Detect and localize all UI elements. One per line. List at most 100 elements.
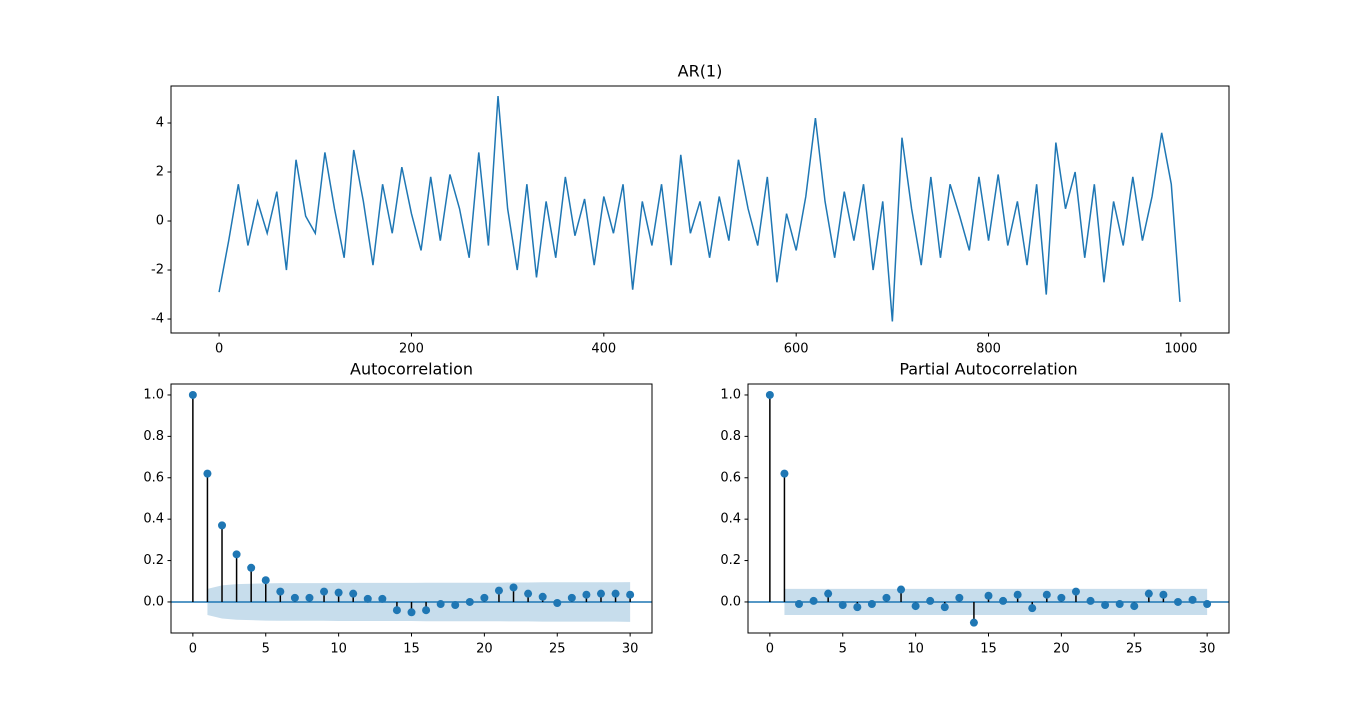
x-tick-label: 600 (784, 342, 809, 357)
stem-marker (897, 585, 906, 594)
y-tick-label: 0.8 (143, 429, 164, 444)
y-tick-label: 0.6 (143, 470, 164, 485)
x-tick-label: 15 (980, 642, 997, 657)
stem-marker (984, 591, 993, 600)
stem-marker (494, 586, 503, 595)
y-tick-label: 0.6 (720, 470, 741, 485)
stem-marker (334, 588, 343, 597)
stem-marker (232, 550, 241, 559)
x-tick-label: 20 (476, 642, 493, 657)
y-tick-label: 0.4 (143, 512, 164, 527)
axes-frame (170, 85, 1230, 334)
axes-frame (747, 383, 1230, 634)
stem-marker (1101, 601, 1110, 610)
y-tick-label: -4 (151, 312, 164, 327)
x-tick-label: 0 (766, 642, 774, 657)
stem-marker (218, 521, 227, 530)
stem-marker (290, 593, 299, 602)
x-tick-label: 25 (549, 642, 566, 657)
stem-marker (969, 618, 978, 627)
x-tick-label: 1000 (1164, 342, 1197, 357)
stem-marker (1115, 600, 1124, 609)
chart-title: Autocorrelation (350, 360, 473, 379)
x-tick-label: 30 (622, 642, 639, 657)
stem-marker (611, 589, 620, 598)
x-tick-label: 10 (907, 642, 924, 657)
stem-marker (509, 583, 518, 592)
stem-marker (480, 593, 489, 602)
x-tick-label: 400 (591, 342, 616, 357)
x-tick-label: 10 (330, 642, 347, 657)
y-tick-label: 2 (156, 165, 164, 180)
stem-marker (422, 606, 431, 615)
stem-marker (188, 390, 197, 399)
stem-marker (436, 600, 445, 609)
series-line (218, 95, 1181, 322)
stem-marker (911, 602, 920, 611)
x-tick-label: 25 (1126, 642, 1143, 657)
stem-marker (626, 590, 635, 599)
stem-marker (451, 601, 460, 610)
stem-marker (349, 589, 358, 598)
stem-marker (392, 606, 401, 615)
stem-marker (882, 593, 891, 602)
x-tick-label: 30 (1199, 642, 1216, 657)
y-tick-label: 1.0 (720, 387, 741, 402)
x-tick-label: 0 (215, 342, 223, 357)
stem-marker (1086, 596, 1095, 605)
stem-marker (838, 601, 847, 610)
y-tick-label: 0.0 (143, 594, 164, 609)
stem-marker (582, 590, 591, 599)
stem-marker (765, 390, 774, 399)
stem-marker (261, 576, 270, 585)
stem-marker (999, 596, 1008, 605)
y-tick-label: 0.8 (720, 429, 741, 444)
stem-marker (853, 603, 862, 612)
y-tick-label: 4 (156, 116, 164, 131)
stem-marker (940, 603, 949, 612)
y-tick-label: -2 (151, 263, 164, 278)
stem-marker (1028, 604, 1037, 613)
y-tick-label: 0.0 (720, 594, 741, 609)
stem-marker (305, 593, 314, 602)
stem-marker (780, 469, 789, 478)
stem-marker (465, 597, 474, 606)
stem-marker (1188, 595, 1197, 604)
y-tick-label: 0.2 (720, 553, 741, 568)
stem-marker (824, 589, 833, 598)
x-tick-label: 200 (399, 342, 424, 357)
y-tick-label: 0.4 (720, 512, 741, 527)
stem-marker (1057, 593, 1066, 602)
stem-marker (1144, 589, 1153, 598)
stem-marker (596, 589, 605, 598)
stem-marker (809, 596, 818, 605)
stem-marker (1130, 602, 1139, 611)
stem-marker (378, 594, 387, 603)
stem-marker (363, 594, 372, 603)
stem-marker (955, 593, 964, 602)
stem-marker (1173, 597, 1182, 606)
stem-marker (553, 598, 562, 607)
x-tick-label: 5 (262, 642, 270, 657)
stem-marker (276, 587, 285, 596)
stem-marker (1071, 587, 1080, 596)
stem-marker (795, 600, 804, 609)
stem-marker (538, 592, 547, 601)
x-tick-label: 20 (1053, 642, 1070, 657)
x-tick-label: 800 (976, 342, 1001, 357)
chart-title: Partial Autocorrelation (899, 360, 1077, 379)
axes-frame (170, 383, 653, 634)
x-tick-label: 15 (403, 642, 420, 657)
stem-marker (320, 587, 329, 596)
stem-marker (1203, 600, 1212, 609)
y-tick-label: 0.2 (143, 553, 164, 568)
y-tick-label: 1.0 (143, 387, 164, 402)
stem-marker (1042, 590, 1051, 599)
stem-marker (247, 563, 256, 572)
stem-marker (524, 589, 533, 598)
chart-title: AR(1) (678, 62, 723, 81)
stem-marker (567, 593, 576, 602)
stem-marker (867, 600, 876, 609)
